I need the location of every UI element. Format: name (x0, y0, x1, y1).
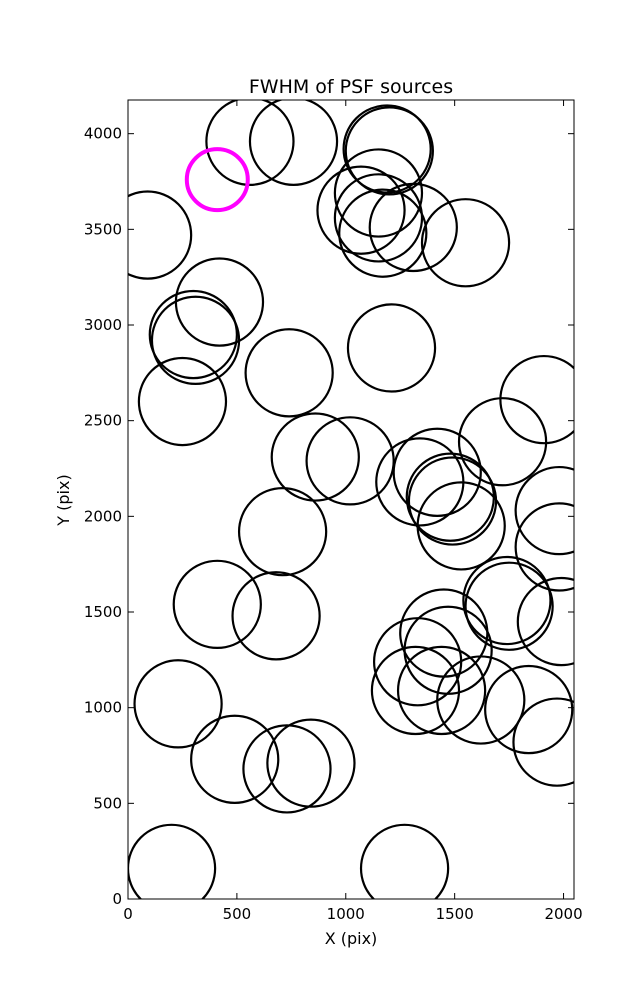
source-circle-0 (128, 190, 193, 280)
x-axis-label: X (pix) (325, 929, 378, 948)
source-circle-26 (514, 465, 574, 556)
x-tick-label-3: 1500 (436, 905, 474, 923)
source-circle-38 (396, 645, 487, 736)
source-circle-45 (266, 718, 356, 808)
highlight-circle (184, 147, 250, 213)
source-circle-30 (231, 571, 321, 661)
source-circle-17 (499, 354, 574, 445)
source-circle-24 (407, 456, 498, 546)
source-circle-6 (316, 165, 406, 255)
source-circle-11 (174, 257, 265, 347)
source-circle-15 (244, 328, 334, 418)
x-tick-label-0: 0 (123, 905, 133, 923)
source-circle-29 (172, 559, 262, 650)
y-tick-label-3: 1500 (84, 603, 122, 621)
source-circle-4 (344, 106, 434, 196)
y-tick-label-6: 3000 (84, 316, 122, 334)
source-circle-41 (512, 697, 574, 787)
source-circle-42 (133, 659, 223, 749)
y-tick-label-4: 2000 (84, 507, 122, 525)
axis-ticks: 0 500 1000 1500 2000 0 500 1000 1500 2000 2500 3000… (84, 100, 583, 923)
x-tick-label-2: 1000 (327, 905, 365, 923)
x-tick-label-1: 500 (223, 905, 252, 923)
source-circle-28 (237, 486, 328, 577)
source-circle-39 (436, 655, 526, 745)
source-circle-13 (150, 295, 241, 385)
source-circle-8 (338, 188, 428, 278)
source-circle-12 (148, 289, 238, 380)
plot-marks (128, 100, 574, 899)
source-circle-27 (514, 502, 574, 592)
source-circle-33 (516, 576, 574, 667)
source-circle-1 (205, 100, 295, 186)
source-circle-14 (346, 303, 437, 393)
y-axis-label: Y (pix) (54, 474, 73, 526)
source-circle-5 (333, 148, 424, 238)
y-tick-label-7: 3500 (84, 220, 122, 238)
source-circle-35 (403, 605, 493, 695)
source-circle-9 (368, 182, 458, 273)
y-tick-label-1: 500 (93, 794, 122, 812)
source-circle-19 (270, 412, 360, 502)
source-circle-18 (457, 397, 548, 487)
source-circle-20 (305, 416, 395, 506)
source-circle-37 (370, 645, 461, 736)
source-circle-40 (484, 664, 574, 755)
plot-frame (127, 99, 575, 900)
source-circle-31 (462, 555, 552, 646)
source-circle-21 (392, 427, 482, 517)
source-circle-25 (416, 481, 506, 571)
source-circle-47 (359, 823, 450, 899)
source-circle-46 (128, 823, 217, 899)
source-circle-2 (248, 100, 339, 186)
source-circle-43 (190, 714, 280, 804)
source-circle-7 (333, 173, 424, 263)
source-circle-44 (242, 724, 332, 814)
source-circle-16 (137, 356, 228, 447)
source-circle-32 (464, 561, 554, 651)
y-tick-label-2: 1000 (84, 699, 122, 717)
chart-title: FWHM of PSF sources (249, 76, 453, 98)
x-tick-label-4: 2000 (544, 905, 582, 923)
y-tick-label-5: 2500 (84, 412, 122, 430)
y-tick-label-8: 4000 (84, 125, 122, 143)
source-circle-10 (420, 198, 511, 288)
y-tick-label-0: 0 (112, 890, 122, 908)
